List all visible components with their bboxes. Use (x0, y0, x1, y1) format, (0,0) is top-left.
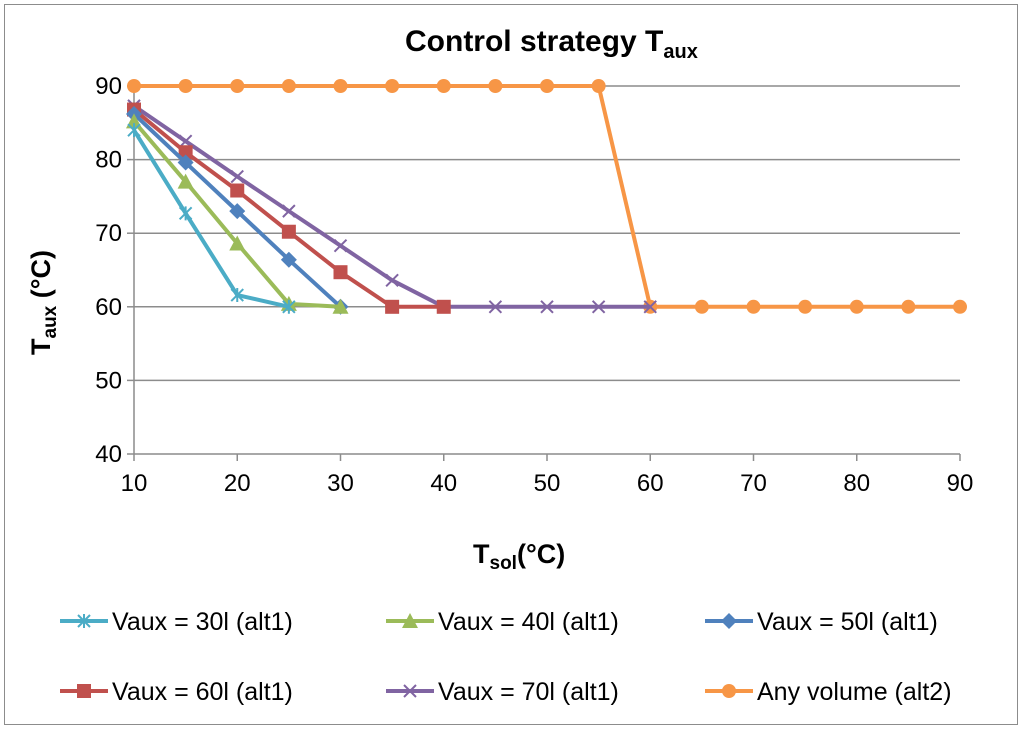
series-1 (127, 123, 296, 314)
data-point (178, 134, 193, 148)
legend-item: Vaux = 60l (alt1) (60, 678, 293, 706)
data-point (849, 299, 864, 314)
data-point (178, 145, 193, 160)
y-tick-label: 70 (95, 220, 122, 247)
x-tick-label: 40 (430, 470, 457, 497)
data-point (178, 206, 193, 221)
legend-label: Vaux = 50l (alt1) (757, 608, 938, 636)
data-point (798, 299, 813, 314)
data-point (127, 79, 141, 93)
series-group (126, 79, 967, 315)
legend-label: Vaux = 60l (alt1) (112, 678, 293, 706)
x-tick-label: 70 (740, 470, 767, 497)
legend-marker (402, 613, 418, 628)
chart-frame: Control strategy Taux 40 50 60 70 80 90 10 20 3… (4, 4, 1018, 725)
x-tick-labels: 10 20 30 40 50 60 70 80 90 (121, 470, 974, 497)
data-point (178, 79, 193, 93)
series-3 (126, 105, 349, 315)
legend-item: Vaux = 50l (alt1) (705, 608, 938, 636)
legend-label: Vaux = 30l (alt1) (112, 608, 293, 636)
data-point (436, 299, 451, 314)
x-tick-label: 90 (947, 470, 974, 497)
data-point (488, 79, 503, 93)
legend-marker (403, 684, 417, 698)
data-point (126, 113, 142, 129)
y-tick-label: 50 (95, 367, 122, 394)
data-point (385, 273, 399, 288)
data-point (488, 300, 503, 314)
x-tick-label: 50 (534, 470, 561, 497)
series-6 (127, 79, 967, 314)
data-point (230, 288, 244, 303)
legend-item: Vaux = 40l (alt1) (386, 608, 619, 636)
legend: Vaux = 30l (alt1) Vaux = 40l (alt1) Vaux =… (60, 608, 952, 706)
data-point (953, 299, 967, 314)
legend-label: Vaux = 40l (alt1) (438, 608, 619, 636)
data-point (385, 299, 400, 314)
axes (127, 82, 961, 461)
x-tick-label: 30 (327, 470, 354, 497)
data-point (177, 154, 194, 171)
series-4 (127, 102, 451, 314)
data-point (230, 183, 245, 198)
legend-marker (77, 684, 91, 698)
legend-label: Any volume (alt2) (757, 678, 952, 706)
data-point (385, 79, 400, 93)
y-tick-label: 90 (95, 73, 122, 100)
data-point (177, 173, 194, 189)
x-tick-label: 60 (637, 470, 664, 497)
legend-marker (77, 614, 91, 628)
data-point (746, 299, 761, 314)
legend-item: Any volume (alt2) (705, 678, 952, 706)
data-point (332, 298, 349, 314)
legend-marker (722, 684, 736, 698)
legend-label: Vaux = 70l (alt1) (438, 678, 619, 706)
legend-marker (721, 613, 737, 629)
y-tick-label: 60 (95, 294, 122, 321)
data-point (901, 299, 916, 314)
series-line (132, 104, 651, 309)
y-tick-label: 40 (95, 441, 122, 468)
data-point (282, 204, 296, 218)
data-point (333, 265, 348, 280)
data-point (282, 299, 296, 314)
series-line (134, 84, 960, 309)
data-point (694, 299, 709, 314)
y-tick-labels: 40 50 60 70 80 90 (95, 73, 122, 468)
data-point (540, 300, 554, 314)
data-point (280, 251, 297, 268)
data-point (230, 169, 244, 184)
x-tick-label: 80 (843, 470, 870, 497)
data-point (591, 79, 606, 93)
line-chart: Control strategy Taux 40 50 60 70 80 90 10 20 3… (26, 25, 974, 706)
data-point (230, 79, 245, 93)
data-point (591, 300, 606, 314)
y-tick-label: 80 (95, 147, 122, 174)
data-point (436, 79, 451, 93)
data-point (540, 79, 554, 93)
series-line (132, 129, 290, 309)
x-axis-title: Tsol(°C) (473, 539, 565, 574)
data-point (127, 123, 141, 138)
data-point (333, 239, 348, 253)
legend-item: Vaux = 30l (alt1) (60, 608, 293, 636)
data-point (333, 79, 348, 93)
data-point (281, 224, 296, 239)
data-point (281, 79, 296, 93)
x-tick-label: 20 (224, 470, 251, 497)
chart-title: Control strategy Taux (405, 25, 698, 63)
data-point (643, 300, 657, 314)
y-axis-title: Taux (°C) (26, 250, 61, 355)
x-tick-label: 10 (121, 470, 148, 497)
data-point (229, 235, 246, 251)
legend-item: Vaux = 70l (alt1) (386, 678, 619, 706)
data-point (229, 203, 246, 220)
